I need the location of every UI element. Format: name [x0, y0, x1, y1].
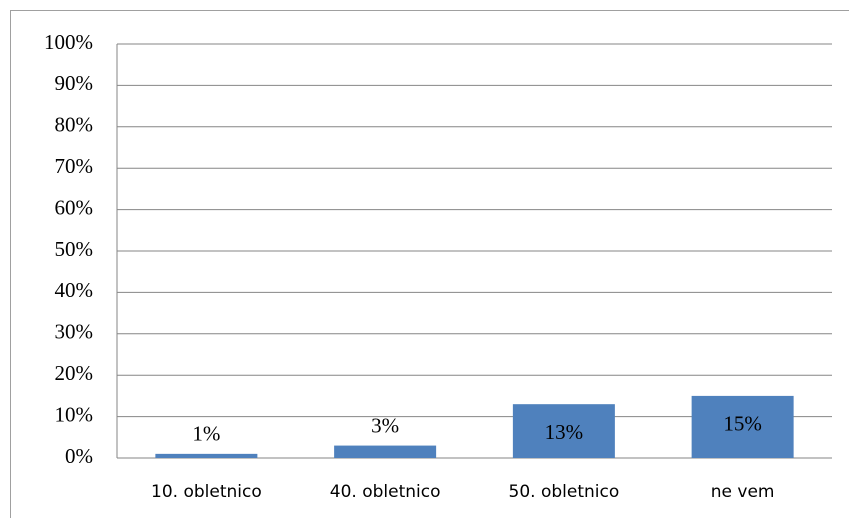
y-tick-label: 50%: [55, 237, 94, 261]
bar: [512, 404, 615, 458]
y-tick-label: 100%: [44, 30, 93, 54]
y-tick-label: 90%: [55, 71, 94, 95]
data-label: 13%: [545, 420, 584, 444]
bar: [155, 453, 258, 458]
data-label: 1%: [192, 422, 220, 446]
x-tick-label: 10. obletnico: [151, 482, 262, 502]
x-tick-label: 50. obletnico: [509, 482, 620, 502]
y-tick-label: 30%: [55, 320, 94, 344]
y-tick-label: 80%: [55, 113, 94, 137]
x-tick-label: ne vem: [711, 482, 775, 502]
x-tick-label: 40. obletnico: [330, 482, 441, 502]
data-label: 15%: [723, 412, 762, 436]
data-label: 3%: [371, 413, 399, 437]
y-tick-label: 70%: [55, 154, 94, 178]
bar: [691, 395, 794, 458]
y-tick-label: 0%: [65, 444, 93, 468]
y-tick-label: 40%: [55, 278, 94, 302]
y-tick-label: 20%: [55, 361, 94, 385]
y-tick-label: 60%: [55, 195, 94, 219]
bar: [334, 445, 437, 458]
y-tick-label: 10%: [55, 402, 94, 426]
